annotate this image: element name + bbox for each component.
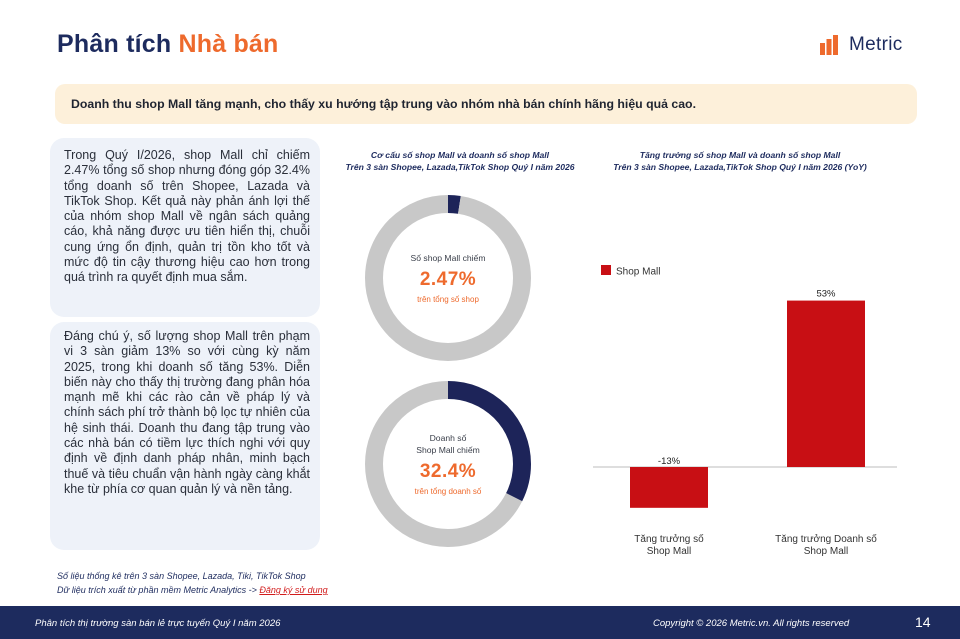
donut-shop-share: Số shop Mall chiếm 2.47% trên tổng số sh… [364,194,532,362]
footer-report-title: Phân tích thị trường sàn bán lẻ trực tuy… [35,618,281,629]
donut-revenue-share: Doanh số Shop Mall chiếm 32.4% trên tổng… [364,380,532,548]
donut-1-slice-other [365,381,531,547]
donut-revenue-share-value: 32.4% [419,461,477,482]
bar-data-label-0: -13% [658,456,681,467]
donut-shop-share-label: Số shop Mall chiếm [410,253,486,263]
analysis-card-growth: Đáng chú ý, số lượng shop Mall trên phạm… [50,322,320,550]
donut-chart-title-line1: Cơ cấu số shop Mall và doanh số shop Mal… [370,150,550,160]
footer: Phân tích thị trường sàn bán lẻ trực tuy… [0,606,960,639]
footnote-data-prefix: Dữ liệu trích xuất từ phần mềm Metric An… [57,585,260,595]
bar-chart-logo-icon [820,35,838,55]
donut-shop-share-svg [365,195,531,361]
bar-1 [787,300,865,467]
donut-revenue-share-label-1: Doanh số [429,433,467,443]
bar-chart-title-line1: Tăng trưởng số shop Mall và doanh số sho… [639,150,841,160]
category-label-0-line-1: Shop Mall [647,546,691,557]
category-label-1-line-0: Tăng trưởng Doanh số [775,533,877,545]
donut-0-slice-other [365,195,531,361]
legend-label-shop-mall: Shop Mall [616,267,660,278]
logo-text: Metric [849,34,903,55]
analysis-card-share: Trong Quý I/2026, shop Mall chỉ chiếm 2.… [50,138,320,317]
category-label-1-line-1: Shop Mall [804,546,848,557]
donut-revenue-share-svg [365,381,531,547]
bar-data-label-1: 53% [816,289,836,300]
footnote-data: Dữ liệu trích xuất từ phần mềm Metric An… [57,583,328,597]
donut-revenue-share-label-2: Shop Mall chiếm [416,445,480,455]
footer-copyright: Copyright © 2026 Metric.vn. All rights r… [653,618,850,629]
page-title: Phân tích Nhà bán [57,30,279,59]
donut-chart-title: Cơ cấu số shop Mall và doanh số shop Mal… [340,149,580,173]
footnote-source: Số liệu thống kê trên 3 sàn Shopee, Laza… [57,571,306,581]
page-number: 14 [915,614,931,630]
donut-shop-share-sublabel: trên tổng số shop [417,295,479,304]
bar-chart-title: Tăng trưởng số shop Mall và doanh số sho… [585,149,895,173]
donut-shop-share-value: 2.47% [419,269,477,290]
legend-swatch-shop-mall [601,265,611,275]
donut-revenue-share-sublabel: trên tổng doanh số [414,487,482,496]
brand-logo: Metric [820,32,903,58]
key-insight-banner: Doanh thu shop Mall tăng mạnh, cho thấy … [55,84,917,124]
footnotes: Số liệu thống kê trên 3 sàn Shopee, Laza… [57,569,328,597]
register-link[interactable]: Đăng ký sử dụng [259,585,328,595]
title-accent: Nhà bán [178,30,279,58]
title-main: Phân tích [57,30,172,58]
bar-0 [630,467,708,508]
bar-chart-title-line2: Trên 3 sàn Shopee, Lazada,TikTok Shop Qu… [613,162,867,172]
category-label-0-line-0: Tăng trưởng số [634,533,704,545]
donut-chart-title-line2: Trên 3 sàn Shopee, Lazada,TikTok Shop Qu… [345,162,575,172]
